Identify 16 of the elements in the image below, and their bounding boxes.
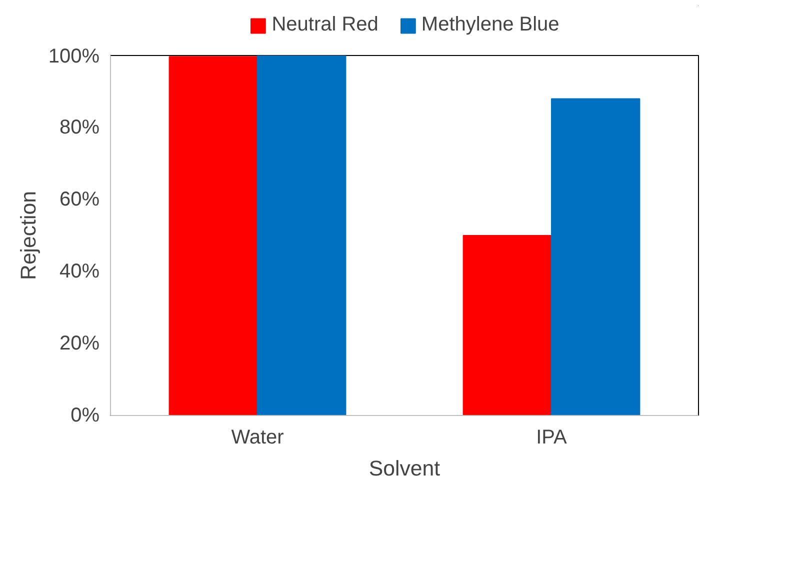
y-tick-label: 100% bbox=[48, 46, 100, 68]
bar bbox=[257, 56, 346, 416]
y-tick-label: 20% bbox=[59, 332, 100, 354]
y-tick-label: 80% bbox=[59, 116, 100, 138]
x-axis-title: Solvent bbox=[368, 456, 440, 480]
bar bbox=[462, 235, 552, 416]
y-tick-label: 0% bbox=[70, 404, 100, 426]
legend-label: Neutral Red bbox=[272, 14, 378, 36]
y-tick-label: 40% bbox=[59, 260, 100, 282]
bar bbox=[551, 98, 640, 416]
bar bbox=[168, 56, 258, 416]
x-tick-label: IPA bbox=[536, 426, 568, 448]
y-axis-title: Rejection bbox=[16, 191, 40, 280]
x-tick-label: Water bbox=[231, 426, 284, 448]
y-tick-label: 60% bbox=[59, 188, 100, 210]
legend-label: Methylene Blue bbox=[421, 14, 560, 36]
